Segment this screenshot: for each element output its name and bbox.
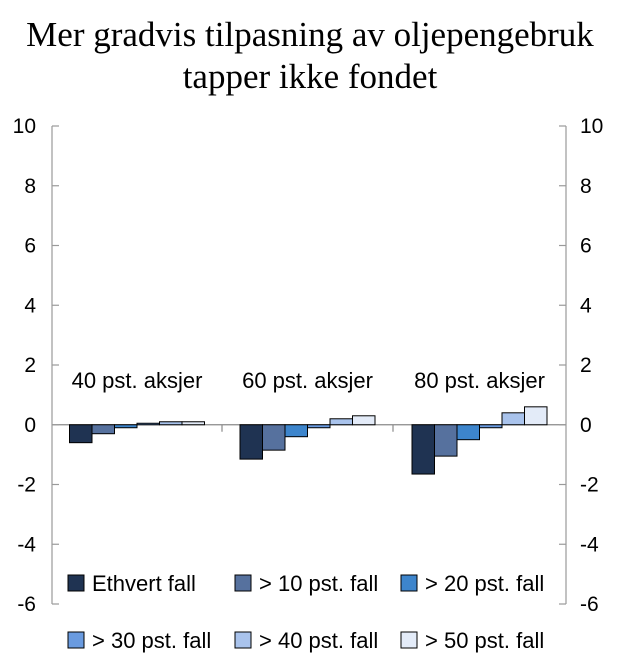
chart-title-line-1: Mer gradvis tilpasning av oljepengebruk (26, 15, 594, 54)
y-tick-label-right: 6 (580, 235, 592, 258)
category-label: 60 pst. aksjer (242, 368, 373, 393)
bar (524, 406, 548, 426)
legend-swatch (400, 631, 418, 649)
legend-label: Ethvert fall (92, 571, 196, 596)
bar (262, 424, 286, 451)
legend: Ethvert fall > 10 pst. fall > 20 pst. fall… (67, 571, 544, 653)
legend-swatch (67, 574, 85, 592)
bar (329, 418, 353, 426)
y-tick-label-right: 2 (580, 354, 592, 377)
bar (456, 424, 480, 441)
category-labels: 40 pst. aksjer 60 pst. aksjer 80 pst. aksj… (72, 368, 545, 393)
y-tick-label-right: 0 (580, 414, 592, 437)
legend-swatch (234, 631, 252, 649)
legend-label: > 30 pst. fall (92, 628, 211, 653)
y-tick-label-left: 10 (13, 115, 36, 138)
bar (239, 424, 263, 460)
chart-title: Mer gradvis tilpasning av oljepengebruk … (0, 14, 620, 98)
axes: 10 10 8 8 6 6 4 4 2 2 0 0 -2 -2 -4 -4 -6 -6 (13, 115, 604, 616)
bar (181, 421, 205, 426)
y-tick-label-left: -2 (17, 474, 36, 497)
bar (159, 421, 183, 426)
legend-label: > 50 pst. fall (425, 628, 544, 653)
bar (479, 424, 503, 429)
bar (284, 424, 308, 438)
y-tick-label-right: -6 (580, 593, 599, 616)
y-tick-label-left: 6 (24, 235, 36, 258)
y-tick-label-left: 0 (24, 414, 36, 437)
y-tick-label-right: 10 (580, 115, 603, 138)
category-label: 40 pst. aksjer (72, 368, 203, 393)
y-tick-label-right: 4 (580, 294, 592, 317)
bar (411, 424, 435, 475)
y-tick-label-left: -4 (17, 533, 36, 556)
y-tick-label-left: -6 (17, 593, 36, 616)
y-tick-label-left: 8 (24, 175, 36, 198)
legend-label: > 40 pst. fall (259, 628, 378, 653)
bar (91, 424, 115, 435)
category-label: 80 pst. aksjer (414, 368, 545, 393)
bar (69, 424, 93, 444)
chart-title-line-2: tapper ikke fondet (182, 57, 438, 96)
bar (136, 422, 160, 426)
bar (307, 424, 331, 429)
legend-swatch (400, 574, 418, 592)
bars (69, 406, 548, 475)
bar (114, 424, 138, 429)
y-tick-label-left: 2 (24, 354, 36, 377)
bar (501, 412, 525, 426)
legend-swatch (67, 631, 85, 649)
y-tick-label-right: -2 (580, 474, 599, 497)
y-tick-label-left: 4 (24, 294, 36, 317)
legend-swatch (234, 574, 252, 592)
legend-label: > 10 pst. fall (259, 571, 378, 596)
bar (352, 415, 376, 426)
y-tick-label-right: -4 (580, 533, 599, 556)
bar (434, 424, 458, 457)
y-tick-label-right: 8 (580, 175, 592, 198)
legend-label: > 20 pst. fall (425, 571, 544, 596)
